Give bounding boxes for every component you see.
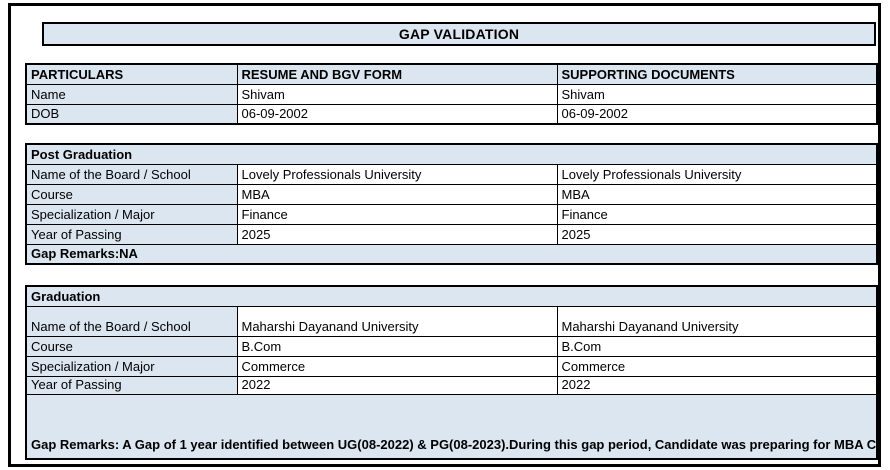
supporting-value-cell: Shivam xyxy=(556,83,878,105)
supporting-value-cell: 2025 xyxy=(556,223,878,245)
resume-value-cell: Finance xyxy=(236,203,558,225)
resume-value-cell: B.Com xyxy=(236,335,558,357)
table-row-dob: DOB 06-09-2002 06-09-2002 xyxy=(25,103,878,125)
particulars-table: PARTICULARS RESUME AND BGV FORM SUPPORTI… xyxy=(25,63,878,125)
supporting-value-cell: 2022 xyxy=(556,375,878,395)
section-header-cell: Graduation xyxy=(25,285,878,307)
row-label-cell: Course xyxy=(25,335,238,357)
row-label-cell: Name of the Board / School xyxy=(25,305,238,337)
resume-value-cell: Commerce xyxy=(236,355,558,377)
table-header-row: PARTICULARS RESUME AND BGV FORM SUPPORTI… xyxy=(25,63,878,85)
row-label-cell: Specialization / Major xyxy=(25,355,238,377)
gap-remarks-cell: Gap Remarks:NA xyxy=(25,243,878,265)
gap-remarks-row: Gap Remarks:NA xyxy=(25,243,878,265)
gap-remarks-row: Gap Remarks: A Gap of 1 year identified … xyxy=(25,393,878,460)
section-header-row: Graduation xyxy=(25,285,878,307)
graduation-table: Graduation Name of the Board / School Ma… xyxy=(25,285,879,460)
row-label-cell: Course xyxy=(25,183,238,205)
table-row-year-of-passing: Year of Passing 2025 2025 xyxy=(25,223,878,245)
resume-value-cell: Maharshi Dayanand University xyxy=(236,305,558,337)
supporting-value-cell: 06-09-2002 xyxy=(556,103,878,125)
table-row-year-of-passing: Year of Passing 2022 2022 xyxy=(25,375,878,395)
row-label-cell: Name of the Board / School xyxy=(25,163,238,185)
table-row-name: Name Shivam Shivam xyxy=(25,83,878,105)
supporting-value-cell: MBA xyxy=(556,183,878,205)
column-header-supporting-docs: SUPPORTING DOCUMENTS xyxy=(556,63,878,85)
resume-value-cell: 2022 xyxy=(236,375,558,395)
supporting-value-cell: Commerce xyxy=(556,355,878,377)
supporting-value-cell: Finance xyxy=(556,203,878,225)
supporting-value-cell: Maharshi Dayanand University xyxy=(556,305,878,337)
row-label-cell: Name xyxy=(25,83,238,105)
table-row-board-school: Name of the Board / School Maharshi Daya… xyxy=(25,305,878,337)
page-title: GAP VALIDATION xyxy=(42,22,876,46)
resume-value-cell: Lovely Professionals University xyxy=(236,163,558,185)
section-header-cell: Post Graduation xyxy=(25,143,878,165)
supporting-value-cell: B.Com xyxy=(556,335,878,357)
column-header-particulars: PARTICULARS xyxy=(25,63,238,85)
resume-value-cell: 2025 xyxy=(236,223,558,245)
row-label-cell: Year of Passing xyxy=(25,375,238,395)
row-label-cell: Specialization / Major xyxy=(25,203,238,225)
resume-value-cell: Shivam xyxy=(236,83,558,105)
table-row-specialization: Specialization / Major Finance Finance xyxy=(25,203,878,225)
table-row-course: Course B.Com B.Com xyxy=(25,335,878,357)
gap-remarks-cell: Gap Remarks: A Gap of 1 year identified … xyxy=(25,393,878,460)
section-header-row: Post Graduation xyxy=(25,143,878,165)
table-row-specialization: Specialization / Major Commerce Commerce xyxy=(25,355,878,377)
post-graduation-table: Post Graduation Name of the Board / Scho… xyxy=(25,143,879,265)
row-label-cell: DOB xyxy=(25,103,238,125)
resume-value-cell: MBA xyxy=(236,183,558,205)
supporting-value-cell: Lovely Professionals University xyxy=(556,163,878,185)
table-row-course: Course MBA MBA xyxy=(25,183,878,205)
resume-value-cell: 06-09-2002 xyxy=(236,103,558,125)
column-header-resume-bgv: RESUME AND BGV FORM xyxy=(236,63,558,85)
table-row-board-school: Name of the Board / School Lovely Profes… xyxy=(25,163,878,185)
row-label-cell: Year of Passing xyxy=(25,223,238,245)
